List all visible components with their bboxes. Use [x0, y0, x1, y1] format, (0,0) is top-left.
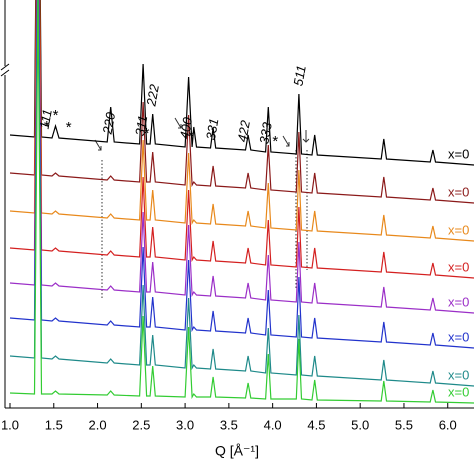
series-line	[9, 0, 474, 349]
x-tick-label: 5.5	[395, 417, 413, 432]
series-label: x=0	[448, 384, 469, 399]
x-tick-label: 4.5	[307, 417, 325, 432]
series-label: x=0	[448, 367, 469, 382]
arrows	[94, 117, 310, 151]
series-line	[9, 0, 474, 387]
peak-label: 333	[256, 120, 275, 145]
plot-area	[9, 0, 474, 404]
x-tick-label: 2.0	[89, 417, 107, 432]
x-tick-label: 3.0	[176, 417, 194, 432]
peak-label: 111	[37, 108, 55, 130]
impurity-marker: *	[66, 119, 72, 136]
impurity-marker: *	[144, 125, 150, 142]
peak-label: 331	[203, 117, 222, 141]
series-line	[9, 0, 474, 242]
series-line	[9, 0, 474, 404]
series-label: x=0	[448, 222, 469, 237]
impurity-marker: *	[44, 118, 50, 135]
peak-label: 220	[99, 110, 118, 136]
peak-label: 422	[234, 118, 253, 143]
impurity-marker: *	[272, 133, 278, 150]
x-tick-label: 6.0	[439, 417, 457, 432]
series-line	[9, 0, 474, 204]
peak-label: 311	[132, 114, 150, 137]
guide-lines	[101, 150, 308, 300]
x-tick-label: 1.5	[45, 417, 63, 432]
peak-label: 511	[290, 64, 308, 87]
series-line	[9, 0, 474, 314]
x-tick-label: 3.5	[220, 417, 238, 432]
series-label: x=0	[448, 329, 469, 344]
series-label: x=0	[448, 294, 469, 309]
series-line	[9, 0, 474, 279]
x-tick-label: 2.5	[132, 417, 150, 432]
series-label: x=0	[448, 259, 469, 274]
impurity-marker: *	[188, 128, 194, 145]
series-line	[9, 0, 474, 166]
peak-label: 222	[143, 82, 162, 108]
x-tick-label: 1.0	[1, 417, 19, 432]
x-tick-label: 4.0	[264, 417, 282, 432]
series-label: x=0	[448, 184, 469, 199]
x-axis-label: Q [Å⁻¹]	[215, 443, 259, 459]
impurity-marker: *	[53, 107, 59, 124]
peak-label: 400	[177, 115, 196, 140]
series-label: x=0	[448, 146, 469, 161]
x-tick-label: 5.0	[351, 417, 369, 432]
axis-break	[0, 63, 10, 77]
